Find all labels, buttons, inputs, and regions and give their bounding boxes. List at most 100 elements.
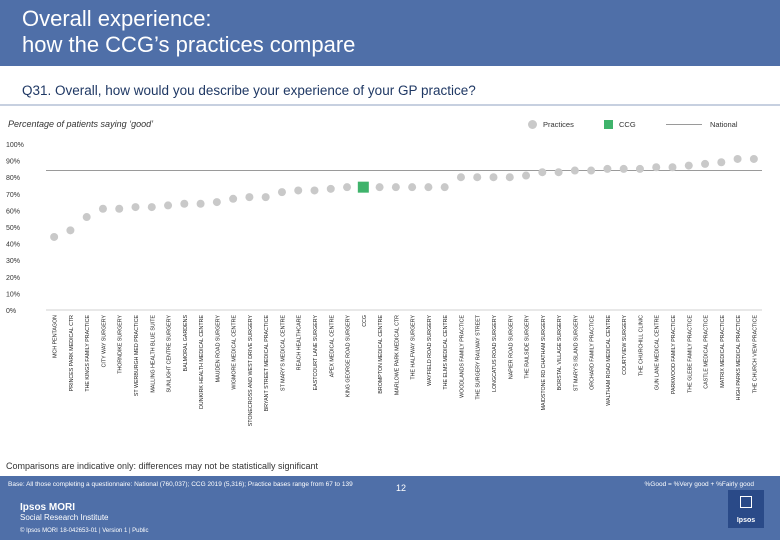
page-number-text: 12 (395, 483, 406, 493)
category-label: THE KINGS FAMILY PRACTICE (85, 315, 91, 392)
practice-marker (82, 213, 91, 222)
practice-marker (261, 193, 270, 202)
y-tick-label: 40% (6, 242, 20, 249)
category-label: LONGCATUS ROAD SURGERY (492, 315, 498, 392)
base-note: Base: All those completing a questionnai… (8, 481, 353, 488)
category-label: THE HALFWAY SURGERY (411, 315, 417, 380)
category-label: WOODLANDS FAMILY PRACTICE (459, 315, 465, 398)
good-formula: %Good = %Very good + %Fairly good (644, 481, 754, 488)
category-label: MALLING HEALTH BLUE SUITE (150, 315, 156, 393)
category-label: COURTVIEW SURGERY (622, 315, 628, 375)
practice-marker (668, 163, 677, 172)
category-label: THE RAILSIDE SURGERY (525, 315, 531, 379)
brand-name: Ipsos MORI (20, 502, 76, 513)
practice-marker (212, 198, 221, 207)
practice-marker (245, 193, 254, 202)
y-tick-label: 30% (6, 258, 20, 265)
practice-marker (391, 183, 400, 192)
category-label: KING GEORGE ROAD SURGERY (346, 315, 352, 397)
practice-marker (131, 203, 140, 212)
brand-subtitle: Social Research Institute (20, 513, 109, 522)
practice-marker (505, 173, 514, 182)
category-label: MCH PENTAGON (53, 315, 59, 358)
practice-marker (115, 204, 124, 213)
practice-marker (603, 164, 612, 173)
practice-marker (587, 166, 596, 175)
practice-marker (717, 158, 726, 167)
practice-marker (277, 188, 286, 197)
category-label: BRYANT STREET MEDICAL PRACTICE (264, 315, 270, 412)
practice-marker (733, 154, 742, 163)
page-title-line2: how the CCG’s practices compare (22, 32, 356, 57)
copyright: © Ipsos MORI (20, 528, 58, 534)
practice-marker (66, 226, 75, 235)
category-label: APEX MEDICAL CENTRE (329, 315, 335, 378)
ipsos-logo: Ipsos (728, 490, 764, 528)
brand: Ipsos MORI Social Research Institute (20, 503, 109, 523)
category-label: THE CHURCH VIEW PRACTICE (752, 315, 758, 394)
practice-marker (147, 203, 156, 212)
document-id: 18-042653-01 | Version 1 | Public (60, 528, 149, 534)
legend-national-line (666, 123, 702, 125)
category-label: THE CHURCHILL CLINIC (638, 315, 644, 376)
legend-practices-label: Practices (543, 119, 574, 129)
practice-marker (196, 199, 205, 208)
practice-marker (164, 201, 173, 210)
practice-marker (440, 183, 449, 192)
ccg-marker (357, 181, 369, 193)
survey-question: Q31. Overall, how would you describe you… (22, 83, 476, 98)
category-label: BORSTAL VILLAGE SURGERY (557, 315, 563, 391)
category-label: PARKWOOD FAMILY PRACTICE (671, 315, 677, 395)
practice-marker (652, 163, 661, 172)
category-label: ST WERBURGH MED PRACTICE (134, 315, 140, 397)
category-label: GUN LANE MEDICAL CENTRE (655, 315, 661, 391)
practice-marker (570, 166, 579, 175)
category-label: MARLOWE PARK MEDICAL CTR (394, 315, 400, 395)
category-label: MAIDSTONE RD CHATHAM SURGERY (541, 315, 547, 411)
practice-marker (635, 164, 644, 173)
y-tick-label: 20% (6, 275, 20, 282)
category-label: THE SURGERY RAILWAY STREET (476, 314, 482, 399)
category-label: STONECROSS AND WEST DRIVE SURGERY (248, 315, 254, 427)
category-label: PRINCES PARK MEDICAL CTR (69, 315, 75, 391)
legend-ccg-marker (604, 119, 613, 129)
practice-marker (326, 184, 335, 193)
page-title: Overall experience: how the CCG’s practi… (22, 6, 622, 58)
practice-marker (98, 204, 107, 213)
category-label: ORCHARD FAMILY PRACTICE (590, 315, 596, 390)
practice-marker (473, 173, 482, 182)
y-tick-label: 100% (6, 142, 24, 149)
category-label: NAPIER ROAD SURGERY (508, 315, 514, 380)
footer: Base: All those completing a questionnai… (0, 476, 780, 540)
category-label: THE ELMS MEDICAL CENTRE (443, 315, 449, 390)
category-label: DUNKIRK HEALTH MEDICAL CENTRE (199, 315, 205, 409)
legend-practices: Practices (528, 117, 574, 131)
legend-practice-marker (528, 119, 537, 129)
category-label: WALTHAM ROAD MEDICAL CENTRE (606, 315, 612, 406)
practice-marker (522, 171, 531, 180)
practice-marker (489, 173, 498, 182)
y-tick-label: 50% (6, 225, 20, 232)
practice-marker (701, 159, 710, 168)
category-label: SUNLIGHT CENTRE SURGERY (167, 315, 173, 393)
practice-marker (50, 232, 59, 241)
page-title-line1: Overall experience: (22, 6, 212, 31)
category-label: WAYFIELD ROAD SURGERY (427, 315, 433, 386)
category-label: CCG (362, 315, 368, 327)
practice-marker (456, 173, 465, 182)
chart-legend: Practices CCG National (528, 117, 778, 131)
home-icon[interactable] (740, 496, 752, 508)
y-tick-label: 70% (6, 192, 20, 199)
chart-subtitle: Percentage of patients saying ‘good’ (8, 119, 154, 129)
category-label: REACH HEALTHCARE (297, 315, 303, 371)
category-label: HIGH PARKS MEDICAL PRACTICE (736, 315, 742, 401)
practice-marker (180, 199, 189, 208)
practice-marker (310, 186, 319, 195)
page-number: 12 (386, 481, 416, 493)
y-tick-label: 90% (6, 159, 20, 166)
practice-marker (229, 194, 238, 203)
practice-marker (554, 168, 563, 177)
practice-marker (343, 183, 352, 192)
practice-marker (749, 154, 758, 163)
category-label: MAUDEN ROAD SURGERY (215, 315, 221, 383)
